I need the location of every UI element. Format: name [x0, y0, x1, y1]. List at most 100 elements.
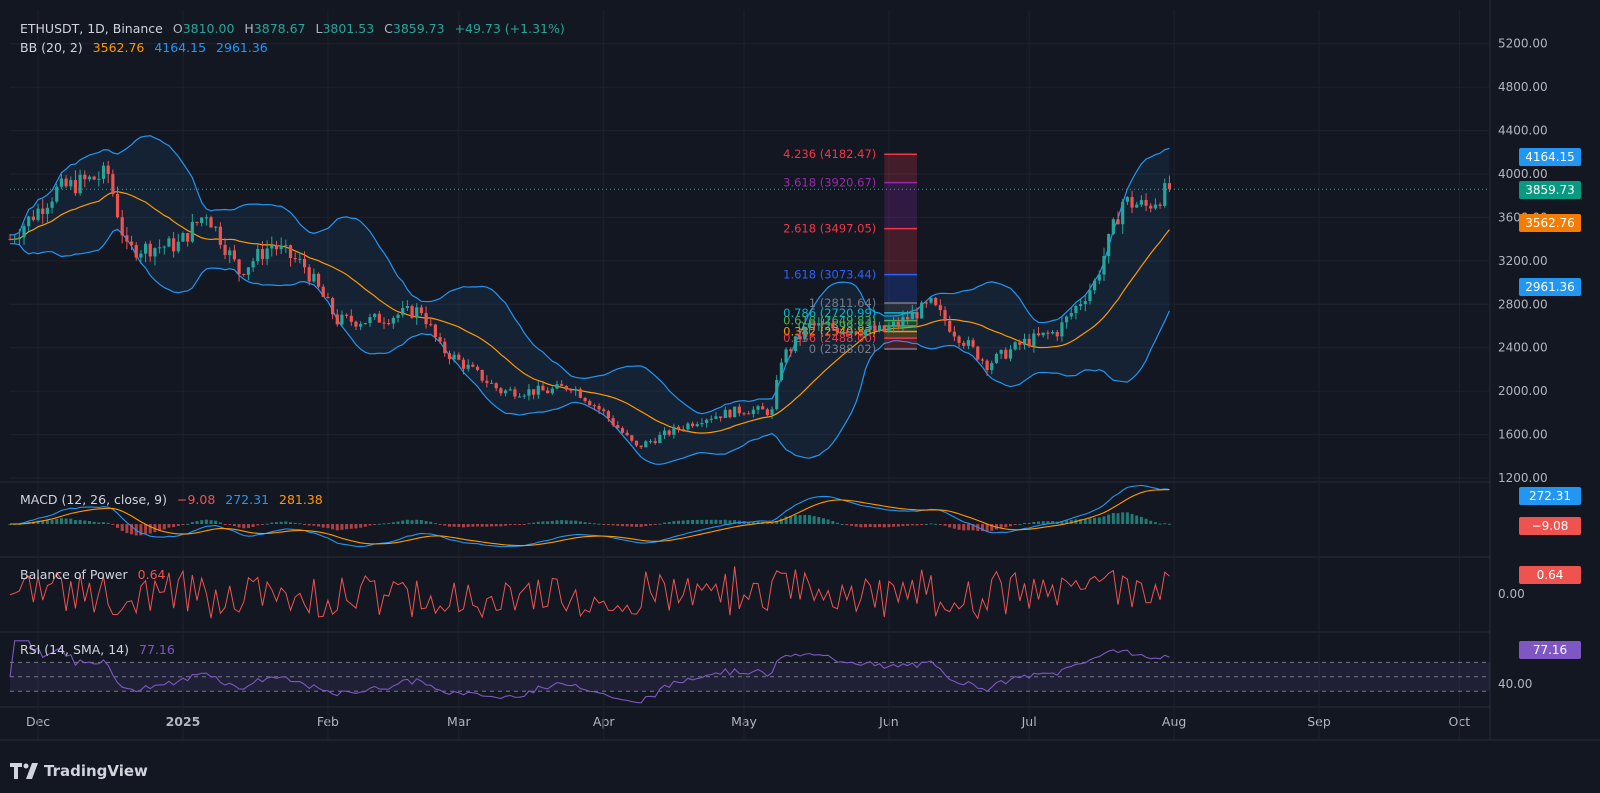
candle-body — [826, 323, 830, 325]
candle-body — [256, 249, 260, 262]
fib-level-label: 0.618 (2649.83) — [783, 314, 876, 328]
candle-body — [653, 441, 657, 444]
candle-body — [457, 354, 461, 360]
macd-histogram-bar — [447, 524, 451, 527]
rsi-legend[interactable]: RSI (14, SMA, 14) 77.16 — [20, 642, 181, 657]
fib-zone — [884, 338, 917, 350]
candle-body — [1046, 332, 1050, 334]
candle-body — [924, 302, 928, 304]
candle-body — [270, 245, 274, 249]
candle-body — [190, 222, 194, 242]
candle-body — [242, 274, 246, 276]
candle-body — [821, 323, 826, 325]
candle-body — [274, 245, 279, 250]
bop-legend[interactable]: Balance of Power 0.64 — [20, 567, 171, 582]
macd-histogram-bar — [513, 524, 517, 525]
macd-line — [9, 484, 1170, 548]
macd-histogram-bar — [751, 521, 755, 524]
macd-histogram-bar — [1102, 516, 1106, 524]
candle-body — [443, 341, 447, 354]
candle-body — [1093, 280, 1097, 291]
fib-level-label: 0.382 (2549.83) — [783, 324, 876, 338]
symbol-name[interactable]: ETHUSDT, 1D, Binance — [20, 21, 163, 36]
candle-body — [569, 389, 573, 391]
candle-body — [64, 178, 68, 187]
candle-body — [265, 248, 269, 260]
macd-histogram-bar — [363, 524, 367, 527]
macd-histogram-bar — [779, 518, 783, 524]
symbol-legend: ETHUSDT, 1D, Binance O3810.00 H3878.67 L… — [20, 21, 571, 36]
candle-body — [260, 249, 265, 260]
macd-histogram-bar — [41, 520, 45, 524]
candle-body — [517, 396, 522, 398]
macd-histogram-bar — [971, 524, 975, 531]
macd-histogram-bar — [1107, 514, 1111, 524]
macd-histogram-bar — [541, 521, 545, 524]
macd-histogram-bar — [868, 524, 872, 528]
candle-body — [1036, 333, 1041, 336]
candle-body — [200, 217, 204, 223]
fib-extension: 4.236 (4182.47) 3.618 (3920.67) 2.618 (349… — [783, 147, 917, 356]
candle-body — [859, 333, 863, 336]
candle-body — [784, 349, 788, 363]
candle-body — [359, 324, 363, 327]
fib-zone — [884, 320, 917, 327]
macd-histogram-bar — [630, 524, 634, 527]
candle-body — [1060, 322, 1064, 337]
candle-body — [990, 363, 994, 371]
candle-body — [798, 336, 802, 340]
candle-body — [73, 180, 78, 194]
macd-histogram-bar — [672, 521, 676, 524]
bop-axis-label: 0.00 — [1498, 587, 1525, 601]
candle-body — [976, 346, 980, 360]
candle-body — [316, 273, 321, 287]
candle-body — [709, 418, 713, 420]
candle-body — [583, 397, 587, 402]
candle-body — [770, 409, 774, 416]
candle-body — [1022, 338, 1027, 345]
macd-signal-value: 281.38 — [279, 492, 323, 507]
candle-body — [232, 250, 237, 260]
candle-body — [546, 390, 550, 394]
price-axis: 5200.004800.004400.004000.003600.003200.… — [1498, 37, 1548, 485]
macd-histogram-bar — [214, 520, 218, 524]
macd-histogram-bar — [410, 520, 414, 524]
macd-histogram-bar — [723, 519, 727, 524]
candle-body — [845, 331, 849, 334]
candle-body — [611, 418, 615, 426]
fib-level-label: 0 (2388.02) — [809, 342, 877, 356]
candle-body — [560, 384, 564, 386]
macd-histogram-bar — [377, 523, 381, 525]
candle-body — [158, 247, 162, 249]
macd-histogram-bar — [148, 524, 152, 534]
tradingview-logo[interactable]: TradingView — [10, 762, 148, 780]
candle-body — [433, 324, 438, 338]
candle-body — [1149, 205, 1153, 209]
candle-body — [592, 405, 596, 407]
macd-histogram-bar — [634, 524, 638, 527]
macd-histogram-bar — [756, 521, 760, 524]
candle-body — [737, 406, 741, 414]
macd-histogram-bar — [826, 519, 830, 524]
bb-legend[interactable]: BB (20, 2) 3562.76 4164.15 2961.36 — [20, 40, 274, 55]
macd-histogram-bar — [457, 524, 461, 527]
rsi-pane: 40.00 — [9, 640, 1532, 704]
candle-body — [251, 261, 255, 268]
macd-histogram-bar — [948, 524, 952, 528]
macd-histogram-bar — [298, 523, 302, 525]
candle-body — [1074, 305, 1078, 314]
candle-body — [597, 405, 601, 410]
candle-body — [307, 267, 311, 282]
candle-body — [943, 310, 947, 321]
macd-histogram-bar — [144, 524, 148, 535]
macd-histogram-bar — [938, 524, 942, 525]
macd-histogram-bar — [373, 524, 377, 525]
candle-body — [59, 178, 64, 187]
candle-body — [1121, 201, 1125, 225]
macd-legend[interactable]: MACD (12, 26, close, 9) −9.08 272.31 281… — [20, 492, 329, 507]
candle-body — [293, 258, 297, 260]
macd-histogram-bar — [97, 522, 101, 524]
candle-body — [401, 307, 405, 315]
fib-level-label: 3.618 (3920.67) — [783, 176, 876, 190]
